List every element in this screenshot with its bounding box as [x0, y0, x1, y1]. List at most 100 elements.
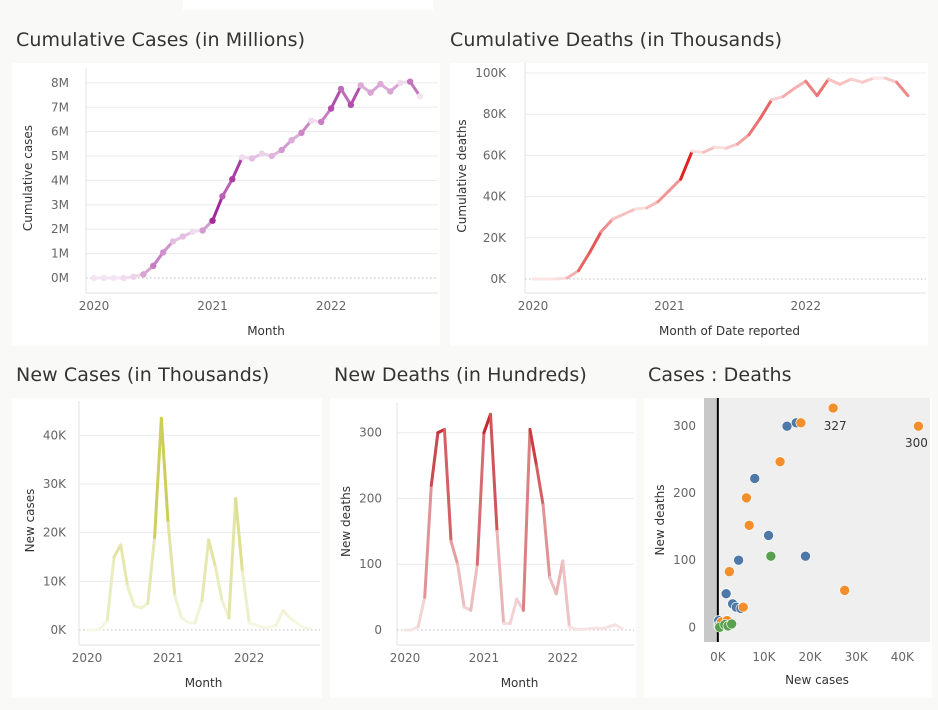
series-segment [622, 207, 637, 216]
data-point [159, 249, 167, 256]
y-tick-label: 0 [374, 623, 382, 637]
series-segment [561, 559, 571, 629]
data-point [140, 271, 147, 278]
y-tick-label: 10K [43, 574, 67, 588]
data-point [100, 274, 108, 282]
series-segment [119, 543, 130, 588]
series-segment [565, 269, 580, 280]
series-segment [234, 497, 244, 574]
series-segment [656, 188, 671, 204]
series-segment [105, 555, 116, 622]
plot-background [704, 398, 930, 642]
cum-deaths-title: Cumulative Deaths (in Thousands) [450, 29, 783, 51]
y-tick-label: 1M [51, 247, 69, 261]
data-label: 300 [905, 436, 928, 450]
data-point [774, 456, 786, 467]
data-point [367, 89, 374, 96]
x-tick-label: 2021 [469, 651, 500, 665]
y-tick-label: 0K [50, 623, 67, 637]
x-tick-label: 2022 [316, 299, 347, 313]
series-segment [207, 538, 217, 569]
series-segment [475, 431, 486, 566]
series-segment [329, 87, 343, 110]
series-segment [281, 609, 292, 620]
y-tick-label: 80K [483, 107, 507, 121]
x-tick-label: 2022 [548, 651, 579, 665]
y-tick-label: 4M [51, 173, 69, 187]
new-deaths-title: New Deaths (in Hundreds) [334, 364, 587, 386]
data-point [726, 618, 737, 630]
series-segment [349, 83, 363, 107]
series-segment [227, 497, 238, 620]
x-tick-label: 2021 [654, 299, 685, 313]
series-segment [230, 155, 244, 181]
x-axis-title: Month [185, 676, 223, 690]
series-segment [442, 427, 453, 543]
series-segment [599, 217, 615, 234]
x-tick-label: 2021 [153, 651, 184, 665]
cum-deaths-panel: 0K 20K 40K 60K 80K 100K 2020 2021 2022 Month of D… [450, 63, 928, 346]
x-tick-label: 2020 [79, 299, 110, 313]
series-segment [521, 427, 532, 612]
series-segment [429, 431, 440, 487]
data-point [406, 78, 414, 85]
y-tick-label: 300 [673, 419, 696, 433]
y-tick-label: 40K [483, 190, 507, 204]
series-segment [736, 133, 751, 146]
x-tick-label: 2021 [197, 299, 228, 313]
negative-region [704, 398, 718, 642]
y-tick-label: 0 [688, 620, 696, 634]
data-point [377, 80, 384, 88]
series-segment [826, 77, 842, 86]
series-segment [576, 250, 592, 273]
data-point [737, 601, 749, 613]
y-tick-label: 3M [51, 198, 69, 212]
data-point [741, 492, 752, 504]
x-tick-label: 20K [799, 650, 823, 664]
data-point [130, 273, 137, 280]
data-point [827, 402, 839, 414]
series-segment [667, 177, 683, 192]
data-point [110, 274, 117, 282]
data-point [179, 233, 187, 240]
new-deaths-panel: 0 100 200 300 2020 2021 2022 Month New deaths [330, 398, 636, 698]
series-segment [126, 584, 136, 608]
data-point [357, 82, 364, 89]
series-segment [240, 570, 251, 625]
series-segment [690, 149, 705, 154]
y-axis-title: New deaths [339, 486, 353, 557]
series-segment [528, 427, 539, 468]
x-tick-label: 2020 [518, 299, 549, 313]
series-segment [613, 623, 624, 631]
data-point [278, 146, 285, 154]
scatter-chart: 0 100 200 300 0K 10K 20K 30K 40K New cases New dea… [653, 398, 930, 687]
series-segment [535, 464, 545, 507]
top-strip [183, 0, 433, 10]
series-segment [747, 116, 762, 137]
series-segment [301, 626, 312, 631]
series-segment [633, 206, 649, 211]
x-tick-label: 40K [891, 650, 915, 664]
x-axis-title: Month [247, 324, 285, 338]
series-segment [416, 595, 427, 629]
data-point [327, 105, 335, 112]
data-point [318, 118, 325, 126]
series-segment [554, 276, 569, 281]
series-segment [838, 77, 853, 86]
data-point [733, 554, 744, 566]
data-point [209, 217, 216, 224]
x-tick-label: 10K [752, 650, 776, 664]
series-segment [770, 95, 785, 102]
data-point [416, 93, 424, 100]
data-point [387, 88, 394, 95]
data-point [763, 530, 774, 541]
y-axis-title: New deaths [653, 485, 667, 556]
y-tick-label: 200 [673, 486, 696, 500]
data-point [839, 585, 850, 596]
series-segment [146, 536, 157, 605]
data-point [397, 79, 404, 87]
y-tick-label: 0K [490, 272, 507, 286]
data-point [749, 473, 761, 484]
data-label: 327 [824, 419, 847, 433]
x-axis-title: New cases [785, 673, 849, 687]
